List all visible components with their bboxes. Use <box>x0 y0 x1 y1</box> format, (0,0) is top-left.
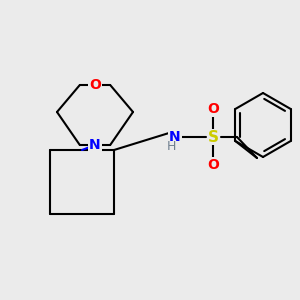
Text: N: N <box>89 138 101 152</box>
Text: O: O <box>207 158 219 172</box>
Text: N: N <box>169 130 181 144</box>
Text: S: S <box>208 130 218 145</box>
Text: H: H <box>166 140 176 154</box>
Text: O: O <box>89 78 101 92</box>
Text: O: O <box>207 102 219 116</box>
